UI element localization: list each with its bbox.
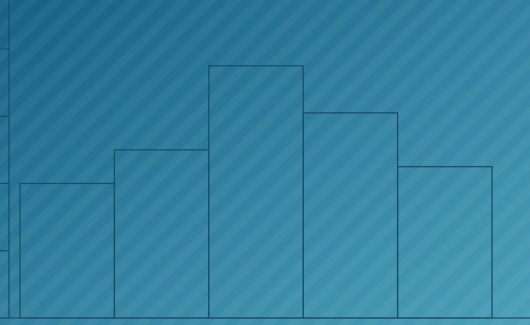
bar-chart xyxy=(0,0,530,325)
chart-background-stripes xyxy=(0,0,530,325)
chart-container xyxy=(0,0,530,325)
axes-group xyxy=(0,0,530,319)
